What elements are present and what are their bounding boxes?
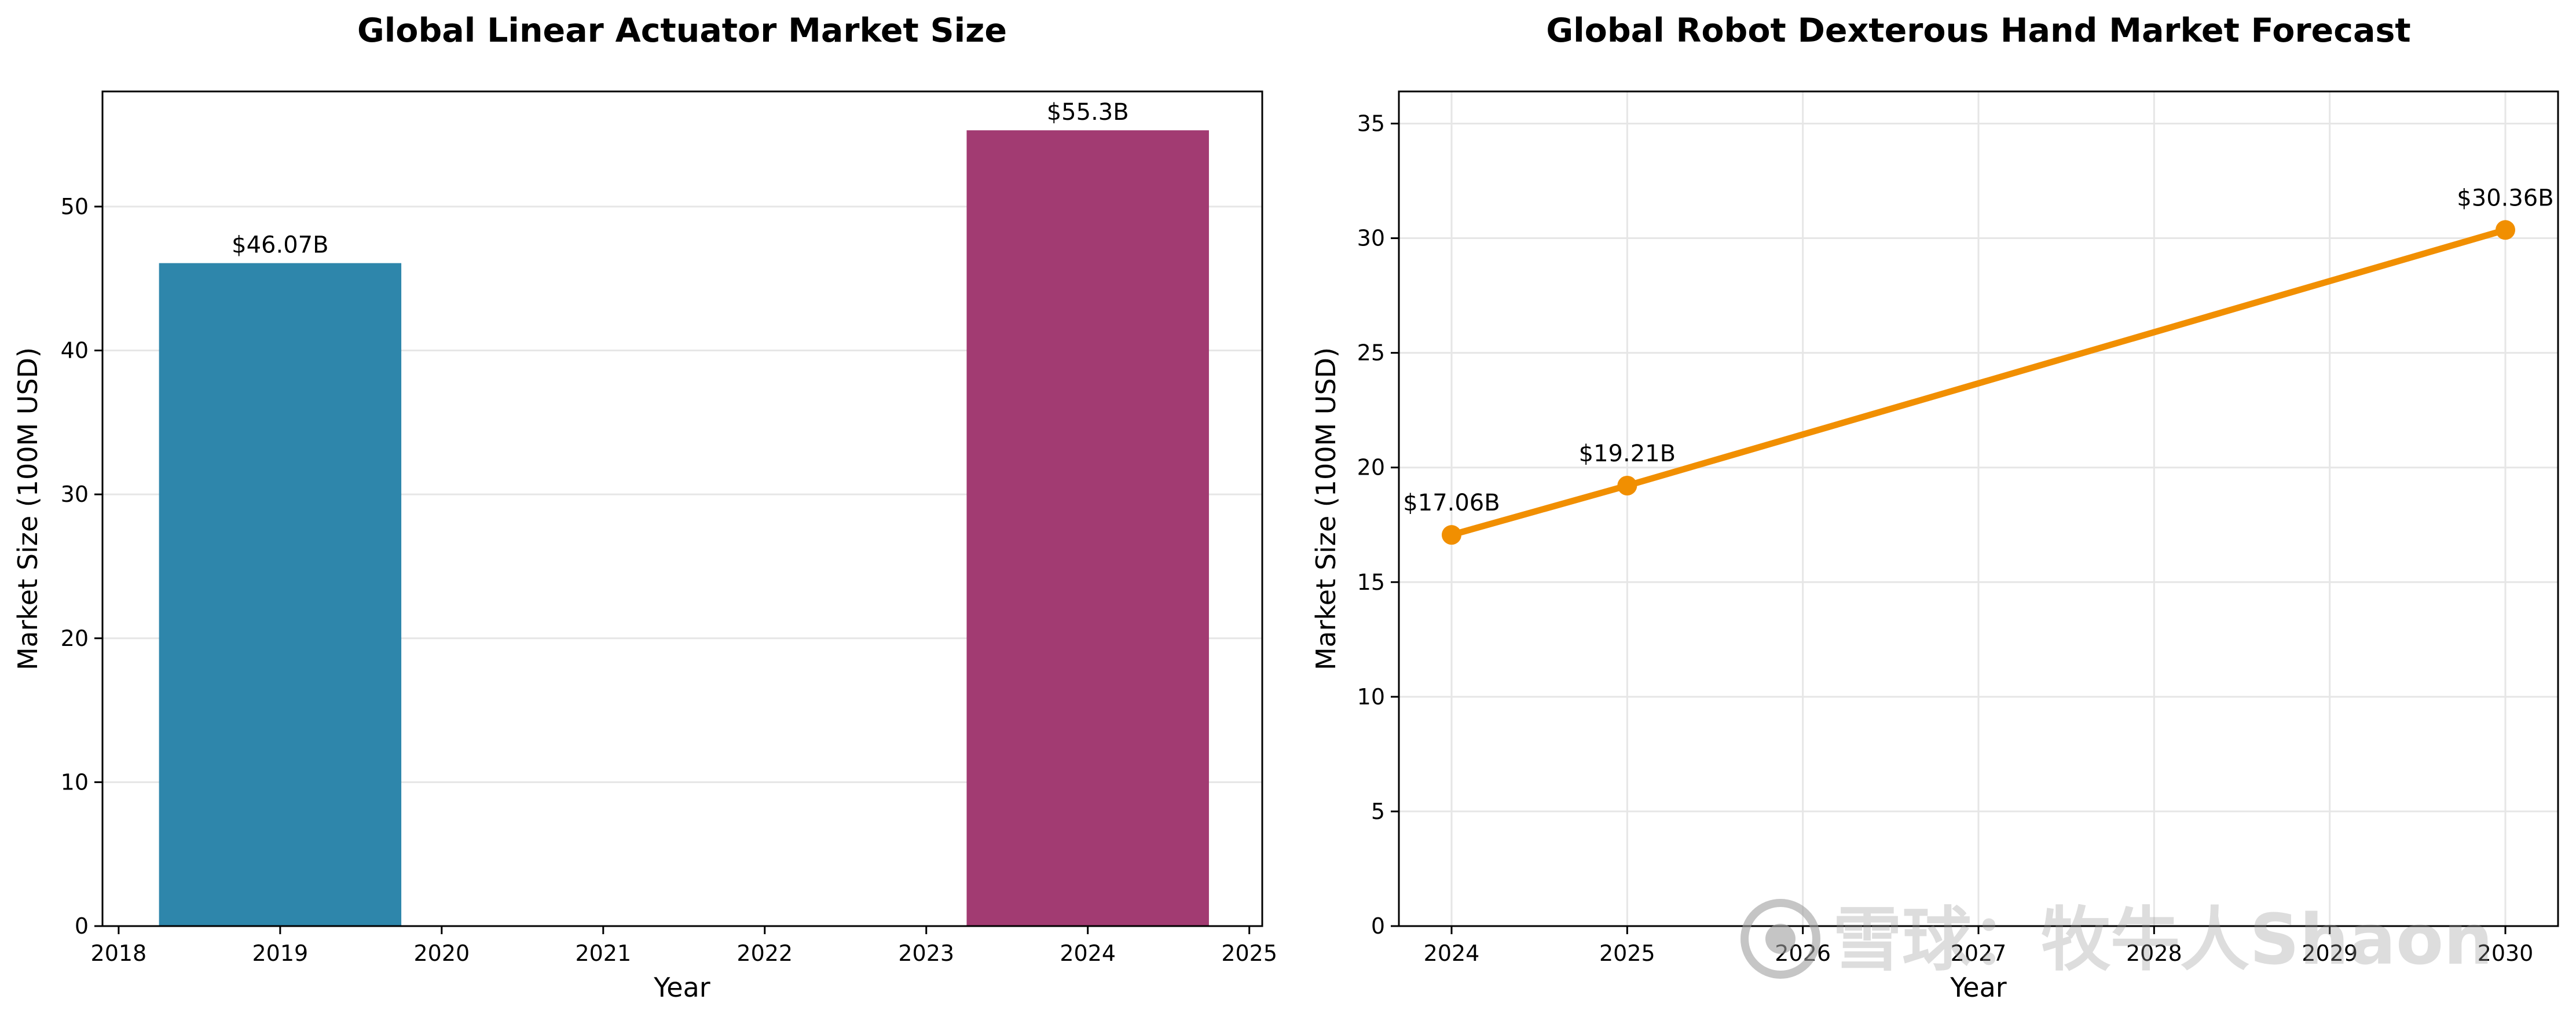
x-tick-label: 2021	[575, 941, 631, 966]
point-data-label: $17.06B	[1403, 490, 1500, 516]
x-tick-label: 2027	[1951, 941, 2007, 966]
bar-data-label: $55.3B	[1047, 99, 1129, 126]
x-axis-ticks: 2018 2019 2020 2021 2022 2023 2024 2025	[91, 926, 1277, 966]
watermark-text: 雪球：牧牛人Shaon	[1833, 900, 2493, 980]
x-tick-label: 2023	[898, 941, 954, 966]
y-tick-label: 20	[1357, 455, 1385, 480]
y-axis-ticks: 0 10 20 30 40 50	[61, 194, 102, 939]
gridlines	[1399, 91, 2558, 927]
bars	[159, 130, 1209, 927]
bar	[966, 130, 1209, 927]
dexterous-hand-chart: Global Robot Dexterous Hand Market Forec…	[1310, 12, 2559, 1003]
x-tick-label: 2024	[1424, 941, 1480, 966]
y-tick-label: 40	[61, 338, 89, 363]
chart-title: Global Robot Dexterous Hand Market Forec…	[1546, 12, 2410, 50]
bar	[159, 263, 402, 926]
x-tick-label: 2029	[2302, 941, 2358, 966]
point-data-label: $19.21B	[1579, 440, 1676, 467]
data-labels: $46.07B $55.3B	[232, 99, 1129, 258]
y-tick-label: 30	[61, 482, 89, 507]
x-axis-label: Year	[1950, 972, 2006, 1003]
bar-data-label: $46.07B	[232, 232, 328, 259]
data-point	[2496, 220, 2515, 240]
y-tick-label: 10	[1357, 684, 1385, 710]
x-axis-ticks: 2024 2025 2026 2027 2028 2029 2030	[1424, 926, 2534, 966]
x-tick-label: 2019	[252, 941, 309, 966]
y-tick-label: 20	[61, 626, 89, 651]
watermark: 雪球：牧牛人Shaon	[1740, 899, 2493, 980]
y-tick-label: 5	[1371, 799, 1385, 824]
y-tick-label: 35	[1357, 111, 1385, 136]
data-points	[1442, 220, 2515, 545]
x-tick-label: 2024	[1060, 941, 1116, 966]
x-tick-label: 2022	[736, 941, 793, 966]
y-axis-label: Market Size (100M USD)	[1310, 347, 1342, 670]
y-tick-label: 0	[1371, 913, 1385, 939]
x-tick-label: 2018	[91, 941, 147, 966]
y-tick-label: 25	[1357, 340, 1385, 366]
data-point	[1442, 525, 1461, 545]
snowball-logo-icon	[1740, 899, 1820, 979]
point-data-label: $30.36B	[2457, 185, 2553, 211]
chart-title: Global Linear Actuator Market Size	[357, 12, 1007, 50]
x-axis-label: Year	[653, 972, 710, 1003]
y-axis-ticks: 0 5 10 15 20 25 30 35	[1357, 111, 1399, 939]
x-tick-label: 2028	[2126, 941, 2182, 966]
x-tick-label: 2030	[2478, 941, 2534, 966]
y-tick-label: 0	[75, 913, 89, 939]
y-axis-label: Market Size (100M USD)	[12, 347, 43, 670]
y-tick-label: 50	[61, 194, 89, 219]
x-tick-label: 2020	[413, 941, 470, 966]
data-labels: $17.06B $19.21B $30.36B	[1403, 185, 2553, 516]
x-tick-label: 2025	[1599, 941, 1655, 966]
data-point	[1617, 475, 1637, 495]
y-tick-label: 30	[1357, 226, 1385, 251]
y-tick-label: 10	[61, 769, 89, 795]
linear-actuator-chart: Global Linear Actuator Market Size $46.0…	[12, 12, 1277, 1003]
plot-frame	[101, 90, 1263, 927]
x-tick-label: 2025	[1221, 941, 1277, 966]
y-tick-label: 15	[1357, 570, 1385, 595]
